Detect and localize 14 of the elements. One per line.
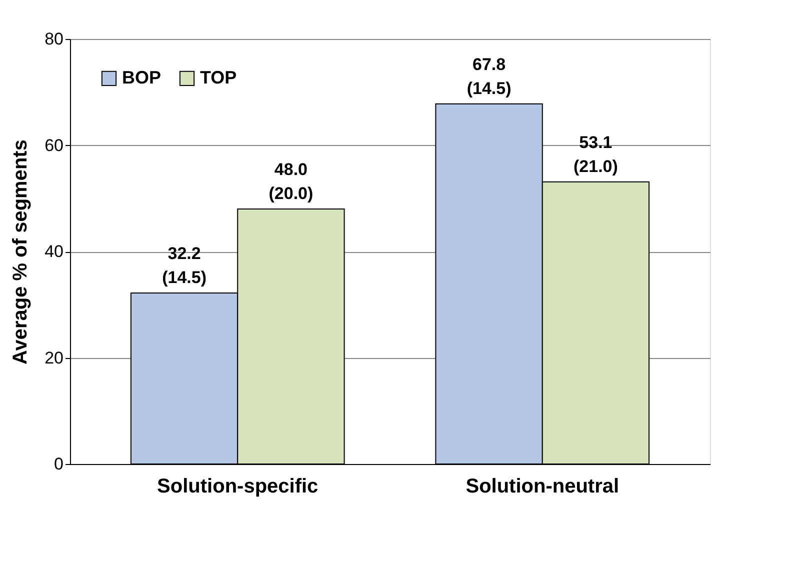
- y-tick-label: 60: [44, 136, 64, 155]
- y-tick-label: 0: [54, 454, 64, 474]
- data-label: 67.8 (14.5): [466, 54, 512, 98]
- y-tick-label: 40: [44, 242, 64, 261]
- data-label: 53.1 (21.0): [574, 132, 618, 176]
- y-tick-label: 80: [44, 30, 64, 48]
- x-tick-label: Solution-specific: [157, 476, 318, 498]
- y-tick-label: 20: [44, 348, 64, 368]
- data-label: 32.2 (14.5): [162, 244, 206, 287]
- legend-label: TOP: [200, 67, 237, 88]
- legend-label: BOP: [122, 67, 162, 88]
- x-tick-label: Solution-neutral: [466, 476, 620, 498]
- y-axis-title: Average % of segments: [10, 140, 32, 364]
- data-label: 48.0 (20.0): [268, 160, 314, 203]
